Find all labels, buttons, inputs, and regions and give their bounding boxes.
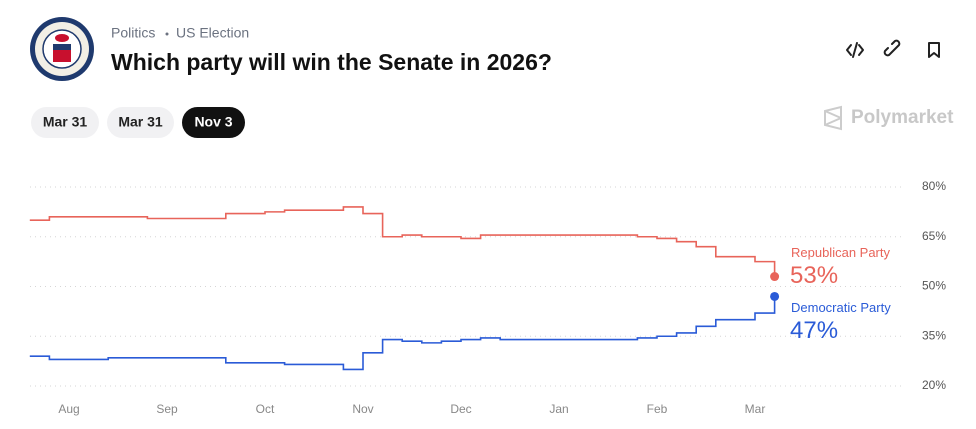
y-tick-label: 80% bbox=[922, 179, 946, 193]
market-title: Which party will win the Senate in 2026? bbox=[111, 49, 552, 75]
embed-icon[interactable] bbox=[846, 42, 864, 58]
end-point bbox=[770, 291, 780, 301]
date-button[interactable] bbox=[31, 107, 99, 138]
breadcrumb[interactable]: Politics bbox=[111, 25, 155, 41]
date-button-label[interactable]: Nov 3 bbox=[194, 114, 232, 130]
series-line bbox=[29, 206, 776, 277]
y-tick-label: 35% bbox=[922, 328, 946, 342]
x-tick-label: Aug bbox=[58, 402, 79, 416]
link-icon[interactable] bbox=[883, 39, 901, 57]
value-label: 47% bbox=[790, 317, 838, 344]
market-icon bbox=[30, 17, 94, 81]
date-button-label[interactable]: Mar 31 bbox=[43, 114, 88, 130]
brand-logo bbox=[824, 105, 842, 131]
series-line bbox=[29, 296, 776, 371]
x-tick-label: Feb bbox=[647, 402, 668, 416]
x-tick-label: Mar bbox=[745, 402, 766, 416]
legend-label: Democratic Party bbox=[791, 300, 891, 315]
y-tick-label: 50% bbox=[922, 279, 946, 293]
date-button-active[interactable] bbox=[182, 107, 245, 138]
value-label: 53% bbox=[790, 262, 838, 289]
date-button[interactable] bbox=[107, 107, 174, 138]
x-tick-label: Sep bbox=[156, 402, 178, 416]
brand-name: Polymarket bbox=[851, 107, 954, 128]
breadcrumb[interactable]: US Election bbox=[176, 25, 249, 41]
x-tick-label: Nov bbox=[352, 402, 373, 416]
date-button-label[interactable]: Mar 31 bbox=[118, 114, 163, 130]
separator bbox=[165, 32, 169, 36]
x-tick-label: Dec bbox=[450, 402, 471, 416]
legend-label: Republican Party bbox=[791, 245, 890, 260]
bookmark-icon[interactable] bbox=[928, 42, 940, 58]
end-point bbox=[770, 272, 780, 282]
chart: 20% 35% 50% 65% 80% Aug Sep Oct Nov Dec Jan Feb Mar R… bbox=[29, 179, 946, 416]
x-tick-label: Oct bbox=[256, 402, 275, 416]
y-tick-label: 65% bbox=[922, 229, 946, 243]
x-tick-label: Jan bbox=[549, 402, 568, 416]
y-tick-label: 20% bbox=[922, 378, 946, 392]
